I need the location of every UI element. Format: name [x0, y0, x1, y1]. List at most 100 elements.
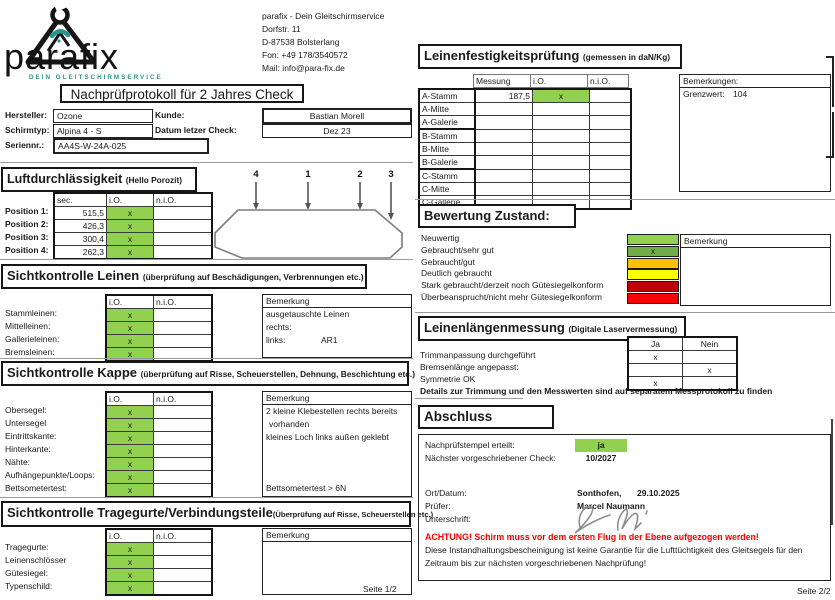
disclaimer-line: Zeitraum bis zur nächsten vorgeschrieben… [425, 558, 647, 568]
laenge-row-label: Symmetrie OK [420, 374, 476, 384]
condition-color-cell [627, 281, 679, 292]
schirmtyp-value: Alpina 4 - S [53, 124, 153, 138]
table-row: x [105, 542, 213, 556]
kappe-check-table: i.O. n.i.O. x x x x x x x [105, 391, 213, 498]
row-label: Position 1: [5, 206, 49, 216]
table-row: x [105, 431, 213, 445]
table-header-row: i.O. n.i.O. [105, 528, 213, 543]
table-row: x [105, 483, 213, 498]
table-row: A-Stamm 187,5 x [418, 88, 632, 103]
hersteller-value: Ozone [53, 109, 153, 123]
row-label: A-Galerie [418, 115, 476, 130]
nio-cell [589, 115, 632, 130]
table-row: x [105, 308, 213, 322]
bemerkung-header: Bemerkung [681, 235, 830, 248]
table-row: A-Galerie [418, 115, 632, 130]
section-title: Luftdurchlässigkeit [7, 172, 123, 186]
arrow-label: 4 [253, 169, 259, 180]
messung-value [474, 128, 533, 143]
io-check-cell: x [105, 431, 154, 445]
condition-label: Gebraucht/gut [421, 257, 475, 267]
col-header-nio: n.i.O. [587, 74, 629, 88]
row-label: Obersegel: [5, 405, 47, 415]
row-label: Aufhängepunkte/Loops: [5, 470, 95, 480]
festigkeit-table: A-Stamm 187,5 x A-Mitte A-Galerie B-Stamm … [418, 88, 632, 210]
unterschrift-label: Unterschrift: [425, 514, 471, 524]
io-check-cell: x [106, 245, 154, 260]
wing-measure-diagram: 4 1 2 3 [214, 169, 403, 259]
col-header-nio: n.i.O. [153, 294, 213, 309]
row-label: Leinenschlösser [5, 555, 67, 565]
table-row: A-Mitte [418, 102, 632, 116]
io-check-cell: x [105, 581, 154, 596]
nio-cell [589, 155, 632, 170]
ja-cell: x [627, 350, 683, 364]
section-subtitle: (gemessen in daN/Kg) [582, 52, 671, 62]
condition-color-cell [627, 258, 679, 269]
row-label: B-Galerie [418, 155, 476, 170]
col-header-nio: n.i.O. [153, 528, 213, 543]
nio-cell [589, 102, 632, 116]
leinen-row-labels: Stammleinen: Mittelleinen: Gallerieleine… [5, 307, 59, 359]
table-row: 426,3 x [53, 219, 213, 233]
io-check-cell: x [105, 405, 154, 419]
nio-cell [153, 542, 213, 556]
section-subtitle: (Digitale Laservermessung) [568, 324, 678, 334]
arrow-label: 1 [305, 169, 311, 180]
nio-cell [153, 321, 213, 335]
address-line: Mail: info@para-fix.de [262, 63, 345, 73]
datum-letzter-check-value: Dez 23 [262, 124, 412, 138]
address-line: Dorfstr. 11 [262, 24, 301, 34]
nio-cell [589, 195, 632, 210]
bemerkung-line-label: links: [266, 335, 286, 345]
row-label: Position 2: [5, 219, 49, 229]
row-label: Typenschild: [5, 581, 53, 591]
row-label: Mittelleinen: [5, 321, 51, 331]
arrow-label: 2 [357, 169, 362, 180]
nio-cell [153, 483, 213, 498]
nein-cell [682, 350, 738, 364]
bemerkungen-header: Bemerkungen: [680, 75, 830, 88]
row-label: C-Mitte [418, 182, 476, 196]
nio-cell [153, 568, 213, 582]
io-cell [532, 168, 590, 183]
condition-color-cell [627, 234, 679, 245]
stempel-value-cell: ja [575, 439, 627, 452]
io-check-cell: x [106, 232, 154, 246]
condition-color-cell: x [627, 246, 679, 257]
messprotokoll-note: Details zur Trimmung und den Messwerten … [420, 386, 773, 396]
section-title: Abschluss [424, 409, 493, 424]
table-row: x [105, 555, 213, 569]
section-luftdurchlaessigkeit: Luftdurchlässigkeit (Hello Porozit) [1, 167, 197, 192]
brand-wordmark: parafix [4, 36, 120, 77]
io-cell [532, 182, 590, 196]
table-row: 300,4 x [53, 232, 213, 246]
io-check-cell: x [105, 321, 154, 335]
io-check-cell: x [106, 206, 154, 220]
laenge-row-label: Trimmanpassung durchgeführt [420, 350, 536, 360]
col-header-io: i.O. [530, 74, 588, 88]
col-header-messung: Messung [473, 74, 531, 88]
parafix-logo-icon [25, 2, 97, 65]
table-row: 262,3 x [53, 245, 213, 260]
table-row: 515,5 x [53, 206, 213, 220]
bemerkung-line: kleines Loch links außen geklebt [266, 432, 389, 442]
signature [574, 506, 648, 534]
kunde-value: Bastian Morell [262, 108, 412, 124]
gurte-row-labels: Tragegurte: Leinenschlösser Gütesiegel: … [5, 541, 66, 593]
nio-cell [153, 405, 213, 419]
table-row: B-Stamm [418, 128, 632, 143]
section-title: Leinenlängenmessung [424, 320, 565, 335]
row-label: Eintrittskante: [5, 431, 57, 441]
bemerkung-line: vorhanden [269, 419, 310, 429]
io-check-cell: x [105, 334, 154, 348]
table-row: x [105, 581, 213, 596]
nio-cell [153, 219, 213, 233]
sec-value: 300,4 [53, 232, 107, 246]
ja-cell [627, 363, 683, 377]
table-row: x [105, 444, 213, 458]
io-check-cell: x [105, 418, 154, 432]
row-label: Tragegurte: [5, 542, 49, 552]
row-label: Gütesiegel: [5, 568, 48, 578]
address-line: parafix - Dein Gleitschirmservice [262, 11, 385, 21]
